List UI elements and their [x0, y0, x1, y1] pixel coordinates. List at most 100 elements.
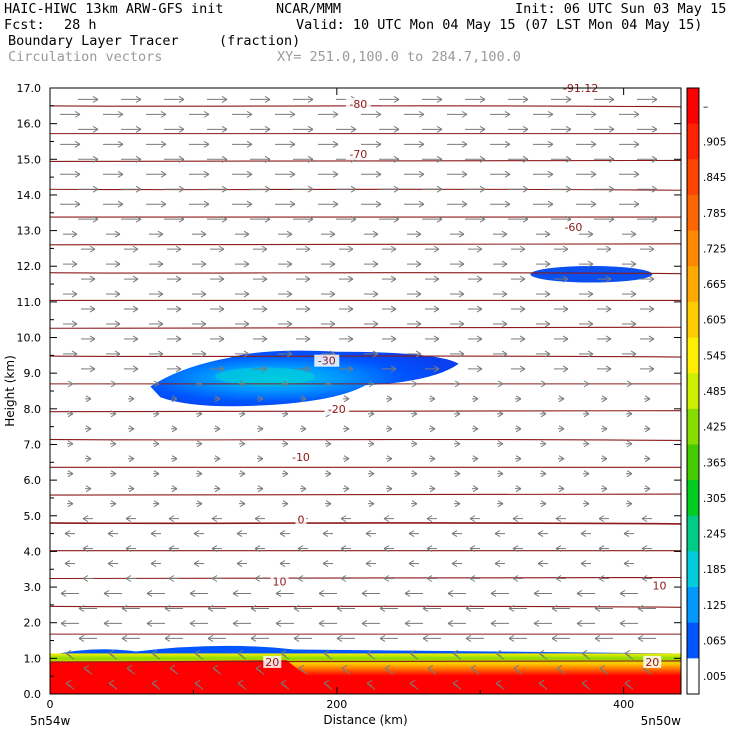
wind-vector: [146, 140, 167, 148]
wind-vector: [128, 485, 135, 493]
y-tick-label: 1.0: [24, 652, 42, 665]
wind-vector: [235, 260, 250, 268]
wind-vector-head: [350, 125, 357, 133]
wind-vector-head: [211, 515, 218, 523]
wind-vector: [637, 125, 658, 133]
wind-vector-head: [78, 634, 85, 642]
wind-vector-head: [275, 590, 282, 597]
wind-vector: [121, 605, 140, 612]
wind-vector: [597, 275, 612, 283]
wind-vector-head: [304, 365, 311, 373]
wind-vector-head: [454, 470, 461, 478]
wind-vector: [594, 215, 615, 223]
wind-vector-head: [168, 575, 175, 582]
colorbar-label: .485: [703, 386, 726, 398]
wind-vector: [282, 470, 289, 478]
wind-vector: [108, 649, 118, 660]
x-end-label-right: 5n50w: [641, 714, 682, 728]
wind-vector: [253, 275, 268, 283]
wind-vector-head: [221, 155, 228, 163]
wind-vector-head: [605, 245, 612, 253]
wind-vector: [189, 200, 210, 208]
wind-vector-head: [60, 590, 67, 597]
wind-vector: [81, 365, 96, 373]
contour-label-bg: [288, 450, 314, 463]
wind-vector-head: [196, 440, 203, 448]
wind-vector-head: [261, 275, 268, 283]
wind-vector-head: [633, 110, 640, 118]
wind-vector: [497, 410, 504, 418]
wind-vector: [81, 305, 96, 313]
wind-vector: [368, 500, 375, 508]
wind-vector-head: [323, 679, 330, 687]
wind-vector: [493, 350, 508, 358]
wind-vector-head: [504, 110, 511, 118]
wind-vector-head: [626, 410, 633, 418]
wind-vector-head: [436, 185, 443, 193]
wind-vector-head: [547, 110, 554, 118]
wind-vector-head: [347, 335, 354, 343]
wind-vector: [146, 110, 167, 118]
wind-vector-head: [390, 275, 397, 283]
wind-vector-head: [193, 560, 200, 567]
valid-time: Valid: 10 UTC Mon 04 May 15 (07 LST Mon …: [296, 17, 703, 33]
wind-vector-head: [512, 575, 519, 582]
wind-vector: [210, 275, 225, 283]
wind-vector: [65, 649, 75, 660]
wind-vector-head: [386, 485, 393, 493]
y-tick-label: 0.0: [24, 688, 42, 701]
wind-vector: [239, 380, 246, 388]
wind-vector: [626, 440, 633, 448]
wind-vector: [422, 185, 443, 193]
wind-vector-head: [537, 560, 544, 567]
wind-vector: [210, 305, 225, 313]
wind-vector: [103, 140, 124, 148]
wind-vector: [426, 545, 437, 552]
wind-vector: [619, 110, 640, 118]
contour-label: -60: [564, 221, 582, 234]
wind-vector: [383, 575, 394, 582]
wind-vector-head: [547, 170, 554, 178]
temperature-contour: [50, 299, 681, 302]
wind-vector: [253, 335, 268, 343]
wind-vector: [106, 290, 121, 298]
wind-vector-head: [89, 365, 96, 373]
wind-vector: [318, 619, 337, 627]
wind-vector-head: [390, 365, 397, 373]
wind-vector: [323, 649, 333, 660]
wind-vector: [508, 155, 529, 163]
colorbar-label: .845: [703, 172, 726, 184]
temperature-contour: [50, 493, 681, 497]
y-tick-label: 7.0: [24, 438, 42, 451]
temperature-contour: [50, 272, 681, 275]
wind-vector-head: [429, 425, 436, 433]
wind-vector-head: [648, 365, 655, 373]
wind-vector-head: [132, 335, 139, 343]
colorbar-label: .665: [703, 279, 726, 291]
wind-vector: [411, 440, 418, 448]
wind-vector-head: [366, 649, 373, 657]
wind-vector: [579, 350, 594, 358]
field-units: (fraction): [219, 33, 301, 49]
wind-vector: [515, 485, 522, 493]
wind-vector: [580, 560, 591, 567]
wind-vector: [343, 455, 350, 463]
boundary-layer-core: [50, 660, 681, 694]
temperature-contour: [50, 132, 681, 135]
colorbar-label: .245: [703, 529, 726, 541]
wind-vector-head: [637, 634, 644, 642]
wind-vector-head: [261, 335, 268, 343]
wind-vector: [425, 305, 440, 313]
wind-vector-head: [200, 290, 207, 298]
wind-vector-head: [641, 575, 648, 582]
wind-vector: [110, 410, 117, 418]
wind-vector: [493, 260, 508, 268]
wind-vector-head: [343, 485, 350, 493]
wind-vector-head: [544, 260, 551, 268]
contour-label: -30: [318, 355, 336, 368]
wind-vector: [124, 245, 139, 253]
wind-vector: [336, 605, 355, 612]
wind-vector-head: [110, 470, 117, 478]
wind-vector-head: [581, 649, 588, 657]
wind-vector-head: [626, 380, 633, 388]
